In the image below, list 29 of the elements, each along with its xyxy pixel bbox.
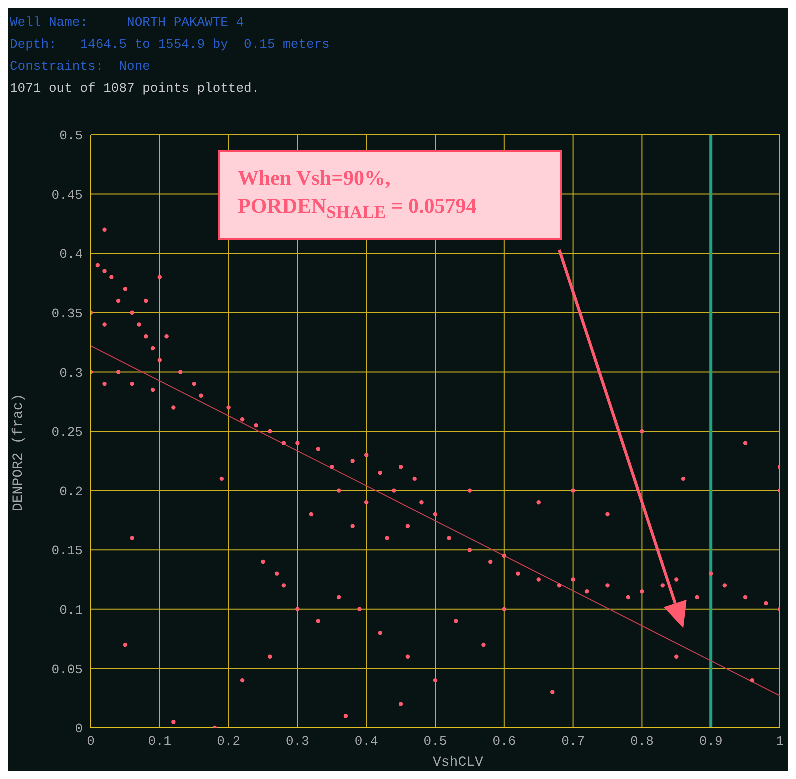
x-tick-label: 0 (87, 734, 95, 750)
x-tick-label: 0.9 (699, 734, 723, 750)
x-tick-label: 0.7 (562, 734, 586, 750)
y-tick-label: 0.4 (60, 247, 84, 262)
y-tick-label: 0.1 (60, 603, 84, 618)
y-tick-label: 0.15 (52, 544, 83, 559)
y-tick-label: 0.2 (60, 484, 83, 500)
y-tick-label: 0 (75, 722, 83, 737)
y-tick-label: 0.3 (60, 366, 83, 381)
x-tick-label: 0.5 (424, 734, 448, 750)
y-tick-label: 0.5 (60, 128, 83, 144)
x-tick-label: 1 (776, 734, 784, 750)
y-axis-title: DENPOR2 (frac) (10, 394, 27, 512)
callout-box: When Vsh=90%, PORDEN$_{SHALE}$ = 0.05794 (218, 150, 562, 240)
y-tick-label: 0.35 (52, 306, 83, 322)
y-tick-label: 0.05 (52, 662, 83, 678)
text: 1071 out of 1087 points plotted. (10, 80, 261, 98)
chart-subtitle: Depth: 1464.5 to 1554.9 by 0.15 meters (10, 36, 330, 54)
text: Constraints: None (10, 58, 152, 76)
x-tick-label: 0.3 (286, 734, 310, 750)
x-tick-label: 0.8 (630, 734, 654, 750)
chart-title: Well Name: NORTH PAKAWTE 4 (10, 14, 246, 32)
y-tick-label: 0.25 (52, 425, 83, 440)
y-tick-label: 0.45 (52, 188, 83, 203)
x-tick-label: 0.1 (148, 734, 172, 750)
x-tick-label: 0.2 (217, 734, 241, 750)
x-tick-label: 0.6 (492, 734, 516, 750)
x-tick-label: 0.4 (354, 734, 378, 750)
x-axis-title: VshCLV (433, 755, 484, 771)
